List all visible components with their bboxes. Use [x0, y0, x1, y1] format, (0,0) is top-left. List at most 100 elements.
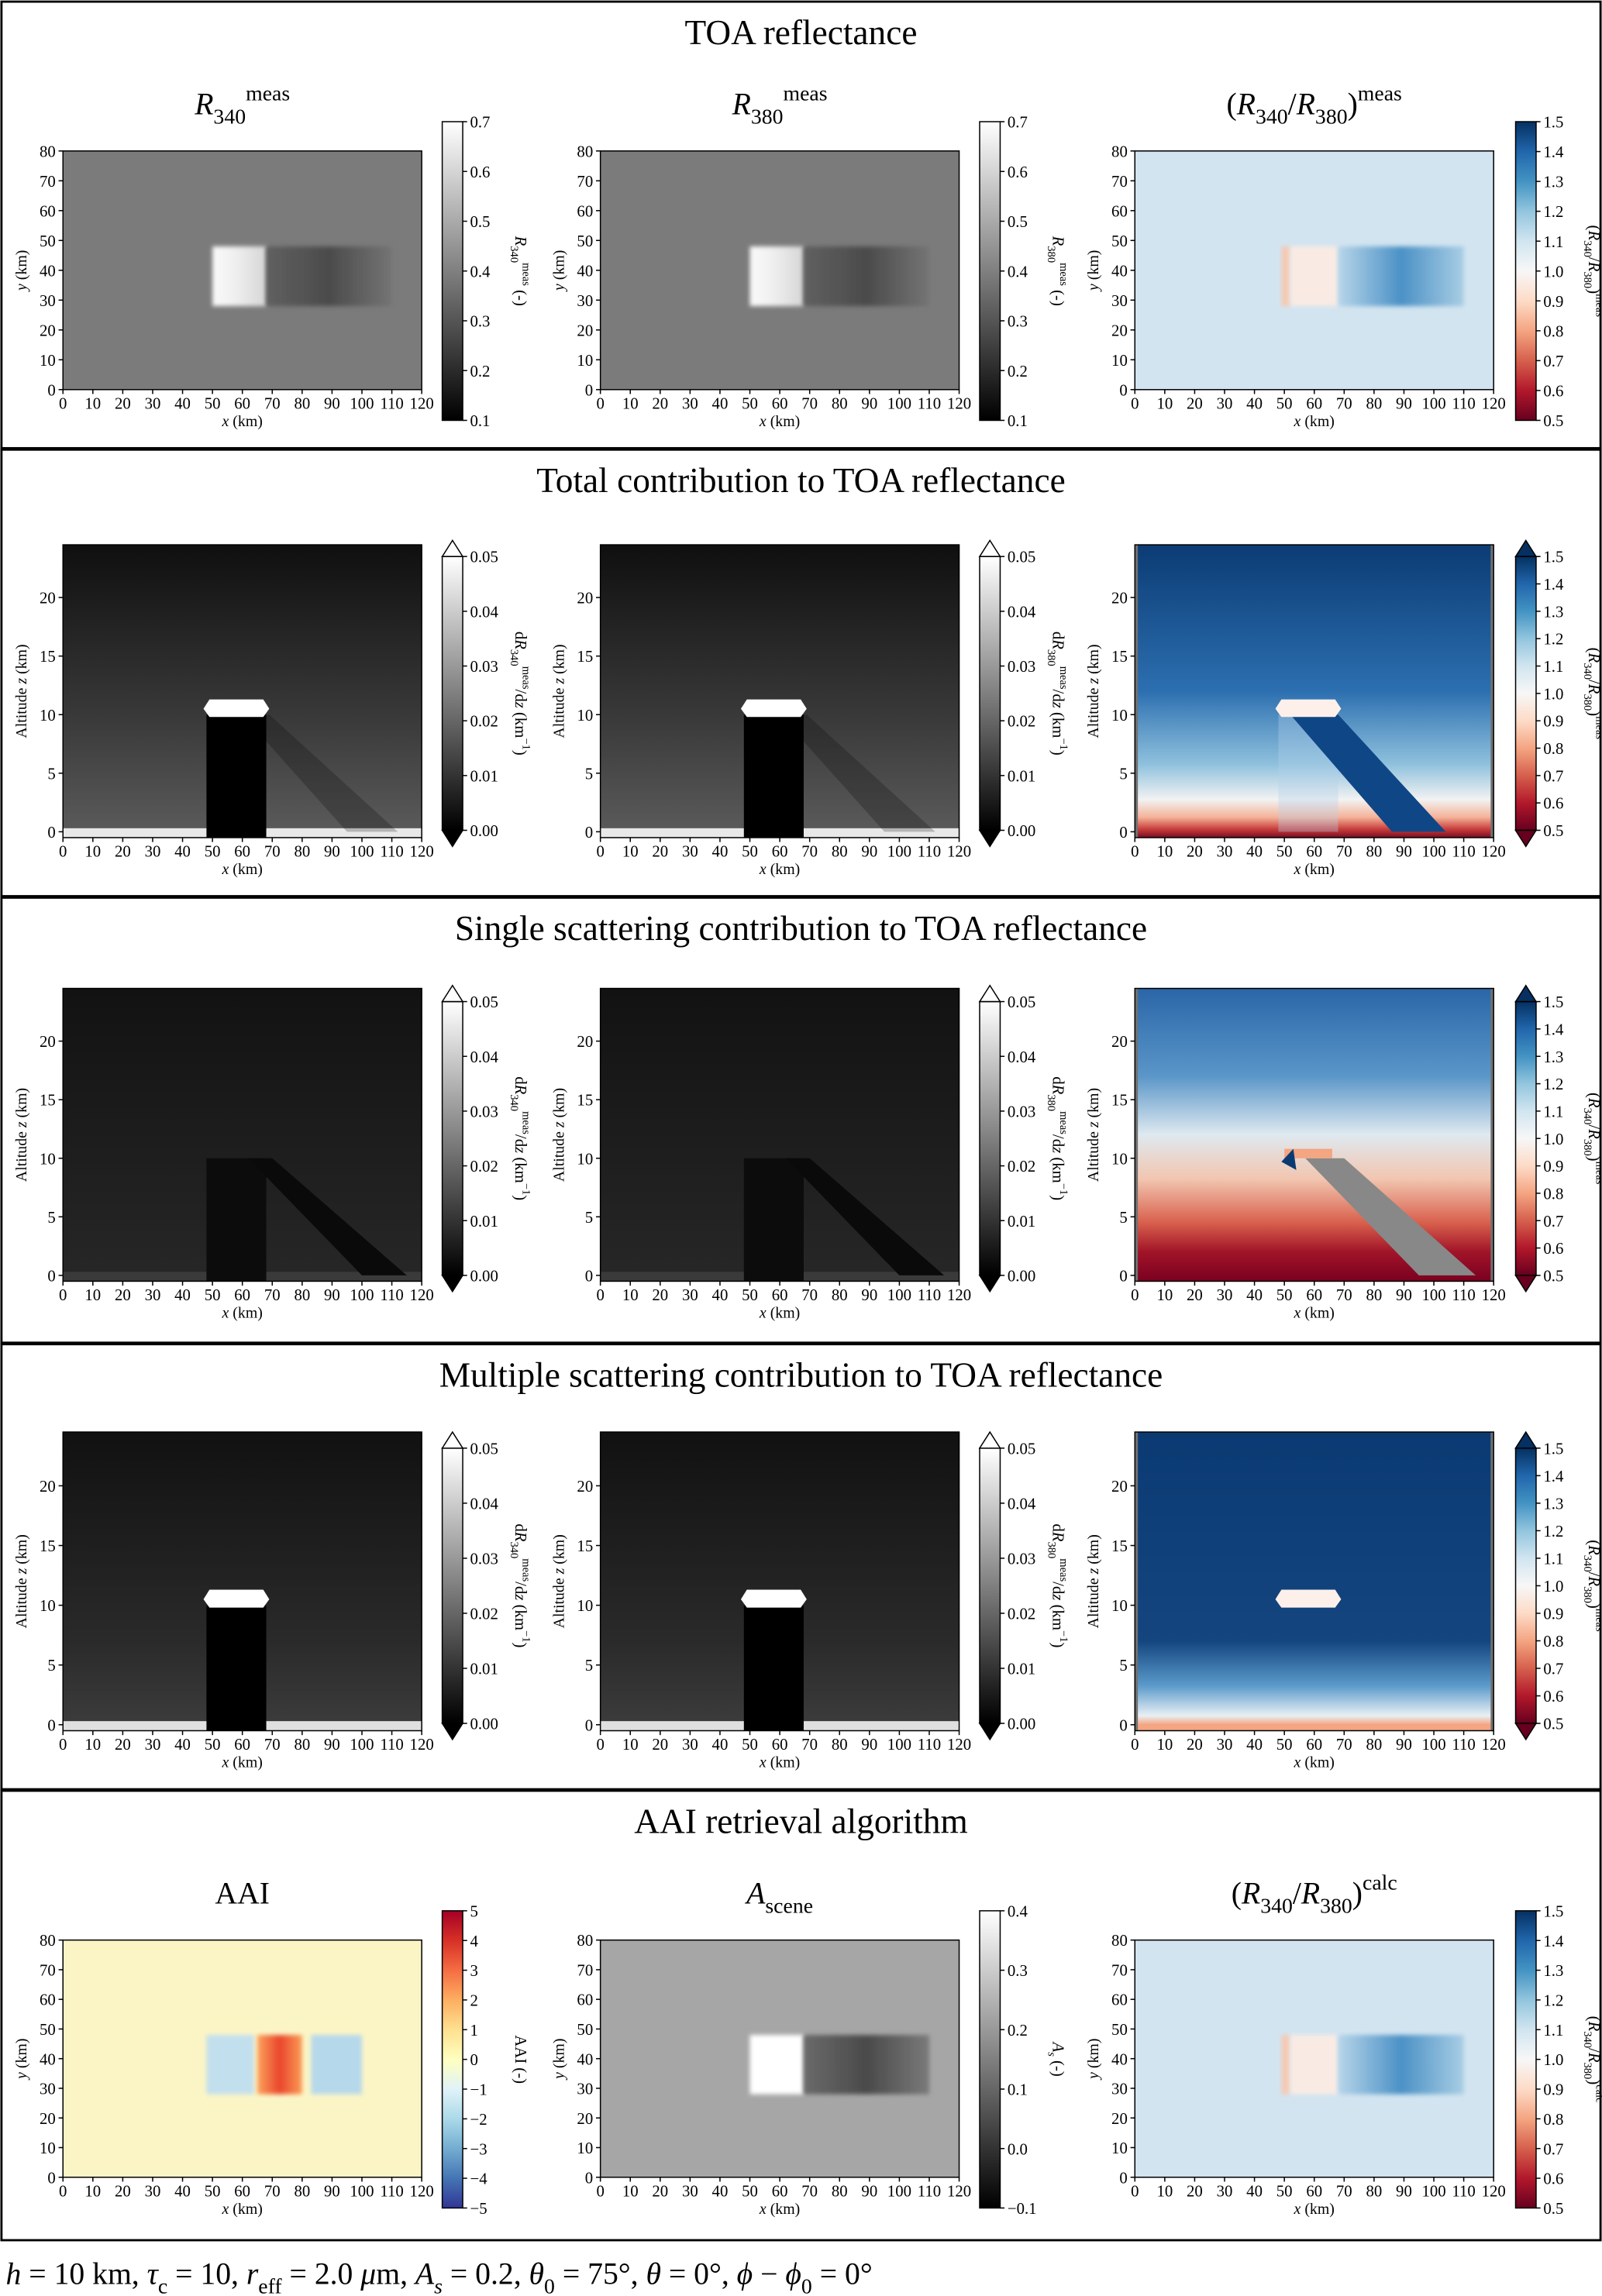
y-tick-label: 10	[40, 1150, 56, 1168]
text-part: x	[1294, 1305, 1301, 1322]
text-part: 0	[801, 2275, 812, 2296]
subplot-title: (R340/R380)calc	[1232, 1871, 1397, 1919]
x-tick-label: 60	[1306, 394, 1322, 412]
text-part: Altitude	[13, 1574, 30, 1628]
y-axis-label: Altitude z (km)	[550, 1088, 567, 1182]
text-part: 380	[1581, 2063, 1593, 2080]
x-tick-label: 20	[652, 394, 668, 412]
x-tick-label: 20	[652, 1736, 668, 1754]
text-part: x	[759, 861, 767, 878]
x-axis-label: x (km)	[759, 2201, 800, 2218]
colorbar-tick-label: 1.0	[1543, 1131, 1563, 1148]
x-tick-label: 90	[1396, 1736, 1412, 1754]
heatmap-region	[206, 2035, 255, 2095]
text-part: /d	[512, 1582, 529, 1595]
text-part: y	[13, 2072, 30, 2081]
x-tick-label: 20	[1187, 843, 1203, 861]
x-tick-label: 70	[264, 843, 281, 861]
y-tick-label: 10	[577, 707, 593, 725]
text-part: z	[1049, 1593, 1066, 1600]
x-tick-label: 90	[861, 394, 877, 412]
colorbar-tick-label: 0.9	[1543, 1158, 1563, 1176]
colorbar-tick-label: 0.05	[1008, 549, 1035, 566]
text-part: ϕ	[785, 2257, 801, 2291]
colorbar-label: dR340meas/dz (km−1)	[508, 1523, 532, 1647]
colorbar-label: dR380meas/dz (km−1)	[1045, 632, 1070, 756]
heatmap-region	[803, 246, 929, 307]
y-tick-label: 15	[1111, 1537, 1128, 1555]
colorbar-tick-label: 1.4	[1543, 1021, 1564, 1038]
x-tick-label: 120	[410, 2182, 434, 2200]
text-part: z	[1085, 678, 1102, 685]
colorbar-tick-label: 0.03	[1008, 1550, 1035, 1568]
x-tick-label: 0	[1131, 843, 1139, 861]
y-axis-label: Altitude z (km)	[1085, 1088, 1102, 1182]
x-tick-label: 60	[772, 843, 788, 861]
text-part: x	[222, 413, 229, 430]
y-tick-label: 30	[40, 292, 56, 310]
x-tick-label: 60	[1306, 843, 1322, 861]
text-part: Altitude	[550, 1127, 567, 1182]
colorbar-tick-label: 0.01	[470, 1661, 498, 1678]
text-part: /d	[1049, 690, 1066, 703]
text-part: y	[1085, 284, 1102, 292]
section-frame	[0, 896, 1602, 1344]
x-tick-label: 30	[682, 843, 698, 861]
x-tick-label: 70	[801, 1736, 818, 1754]
y-axis-label: Altitude z (km)	[1085, 1534, 1102, 1628]
x-tick-label: 50	[205, 394, 221, 412]
x-tick-label: 100	[887, 1736, 911, 1754]
colorbar-tick-label: 0.00	[470, 822, 498, 840]
x-tick-label: 60	[772, 1736, 788, 1754]
colorbar-tick-label: 1.5	[1543, 1902, 1563, 1920]
text-part: R	[1585, 1128, 1602, 1139]
x-tick-label: 40	[1246, 1736, 1263, 1754]
colorbar-extension	[1514, 539, 1538, 557]
y-tick-label: 5	[47, 1657, 55, 1675]
colorbar-label: AAI (-)	[512, 2035, 529, 2084]
text-part: −1	[519, 1630, 532, 1642]
x-tick-label: 40	[1246, 1286, 1263, 1304]
x-tick-label: 40	[174, 2182, 191, 2200]
x-axis-label: x (km)	[1294, 861, 1335, 878]
x-tick-label: 10	[84, 1736, 101, 1754]
colorbar-tick-label: 0.05	[1008, 1440, 1035, 1458]
text-part: (-)	[512, 286, 529, 306]
text-part: meas	[1358, 82, 1402, 106]
x-tick-label: 100	[1421, 1286, 1445, 1304]
y-tick-label: 0	[47, 824, 55, 842]
heatmap-region	[311, 2035, 362, 2095]
colorbar-extension	[441, 1723, 464, 1741]
text-part: d	[512, 1076, 529, 1085]
heatmap-region	[1290, 2035, 1338, 2095]
colorbar-tick-label: 0.8	[1543, 2111, 1563, 2129]
x-tick-label: 20	[115, 1286, 131, 1304]
text-part: (km)	[767, 1305, 801, 1322]
colorbar-tick-label: 0.8	[1543, 1633, 1563, 1651]
section-frame	[0, 1343, 1602, 1791]
colorbar-tick-label: 0.5	[1543, 1716, 1563, 1733]
x-tick-label: 60	[1306, 1286, 1322, 1304]
x-tick-label: 40	[174, 843, 191, 861]
text-part: R	[1585, 2021, 1602, 2032]
colorbar-tick-label: 0.03	[470, 1103, 498, 1120]
x-tick-label: 120	[410, 1286, 434, 1304]
y-tick-label: 70	[40, 173, 56, 191]
colorbar-tick-label: 1.2	[1543, 203, 1563, 221]
y-tick-label: 15	[40, 1537, 56, 1555]
heatmap-region	[740, 699, 807, 718]
text-part: A	[413, 2257, 435, 2291]
text-part: x	[222, 861, 229, 878]
x-tick-label: 0	[1131, 2182, 1139, 2200]
x-tick-label: 100	[1421, 2182, 1445, 2200]
text-part: d	[512, 1523, 529, 1532]
subplot-title: R380meas	[732, 82, 828, 129]
colorbar-tick-label: 0.04	[1008, 1048, 1036, 1066]
text-part: R	[1585, 652, 1602, 663]
colorbar-tick-label: 0.4	[1008, 263, 1028, 281]
heatmap-region	[1338, 2035, 1464, 2095]
y-tick-label: 20	[577, 322, 593, 339]
colorbar-extension	[441, 1275, 464, 1293]
text-part: (	[1227, 88, 1237, 122]
colorbar-tick-label: 0.8	[1543, 1185, 1563, 1203]
